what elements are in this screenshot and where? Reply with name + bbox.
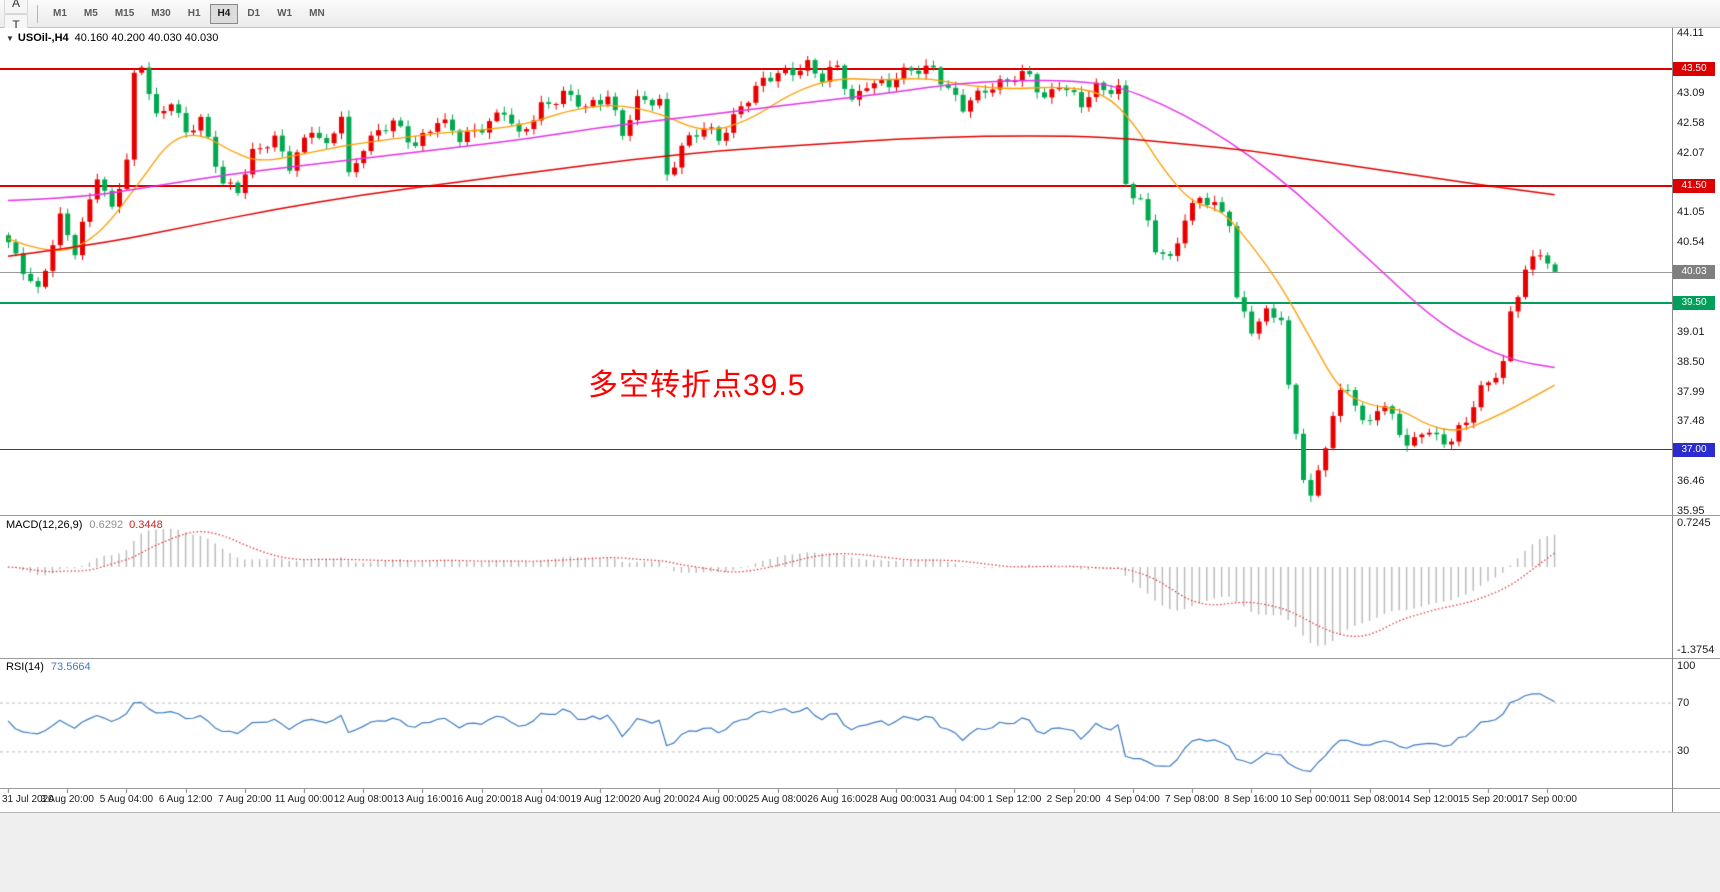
macd-signal-value: 0.3448 <box>129 519 163 531</box>
timeframe-button-mn[interactable]: MN <box>309 8 325 19</box>
cursor-select-button-glyph: A <box>11 0 20 10</box>
collapse-arrow-icon[interactable]: ▼ <box>6 34 14 43</box>
chart-canvas[interactable] <box>0 28 1720 812</box>
cursor-select-button[interactable]: A <box>4 0 28 14</box>
timeframe-button-m1[interactable]: M1 <box>53 8 67 19</box>
timeframe-button-h1[interactable]: H1 <box>187 8 201 19</box>
rsi-indicator-label: RSI(14) 73.5664 <box>6 661 91 673</box>
panel-separator-main-macd[interactable] <box>0 515 1720 516</box>
price-axis-border <box>1672 28 1673 812</box>
macd-indicator-label: MACD(12,26,9) 0.6292 0.3448 <box>6 519 163 531</box>
chart-annotation-text[interactable]: 多空转折点39.5 <box>588 369 806 402</box>
timeframe-button-m15[interactable]: M15 <box>114 8 135 19</box>
timeframe-button-w1[interactable]: W1 <box>277 8 293 19</box>
macd-main-value: 0.6292 <box>89 519 124 531</box>
timeframe-button-m30[interactable]: M30 <box>151 8 171 19</box>
macd-name: MACD(12,26,9) <box>6 519 83 531</box>
timeframe-button-m5[interactable]: M5 <box>83 8 98 19</box>
chart-region: 44.11 43.09 42.58 42.07 41.05 40.54 39.01 38.50… <box>0 27 1720 812</box>
symbol-ohlc-label[interactable]: ▼ USOil-,H4 40.160 40.200 40.030 40.030 <box>6 32 218 44</box>
text-tool-button-glyph: T <box>12 17 20 32</box>
toolbar-separator <box>37 4 38 23</box>
panel-separator-rsi-time <box>0 788 1720 789</box>
window-background <box>0 812 1720 892</box>
ohlc-quotes: 40.160 40.200 40.030 40.030 <box>74 32 219 44</box>
rsi-name: RSI(14) <box>6 661 44 673</box>
panel-separator-macd-rsi[interactable] <box>0 658 1720 659</box>
timeframe-button-d1[interactable]: D1 <box>247 8 261 19</box>
symbol-name: USOil-,H4 <box>17 32 69 44</box>
rsi-value: 73.5664 <box>50 661 91 673</box>
timeframe-button-h4[interactable]: H4 <box>209 3 239 24</box>
timeframe-button-group: M1 M5 M15 M30 H1 H4 D1 W1 MN <box>45 3 333 24</box>
